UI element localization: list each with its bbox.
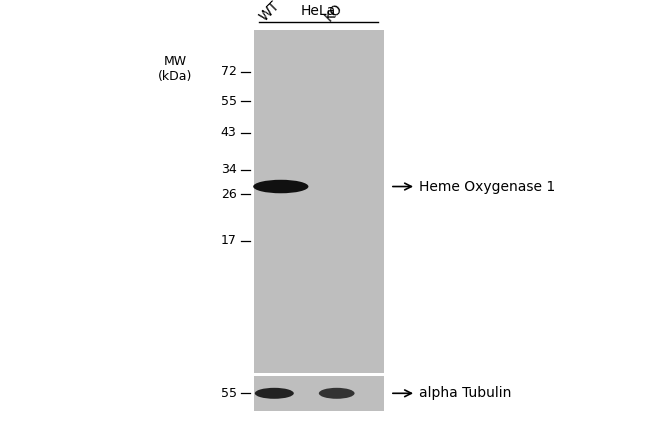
Text: HeLa: HeLa bbox=[301, 4, 336, 18]
Text: Heme Oxygenase 1: Heme Oxygenase 1 bbox=[419, 179, 556, 194]
Text: 72: 72 bbox=[221, 65, 237, 78]
Ellipse shape bbox=[254, 180, 309, 193]
Text: KO: KO bbox=[322, 0, 345, 24]
Text: 17: 17 bbox=[221, 234, 237, 247]
Ellipse shape bbox=[255, 388, 294, 399]
Text: 43: 43 bbox=[221, 127, 237, 139]
Bar bbox=[254, 376, 384, 411]
Ellipse shape bbox=[318, 388, 355, 399]
Text: 26: 26 bbox=[221, 188, 237, 200]
Text: 34: 34 bbox=[221, 163, 237, 176]
Text: WT: WT bbox=[257, 0, 282, 24]
Bar bbox=[254, 30, 384, 373]
Text: 55: 55 bbox=[220, 95, 237, 108]
Text: alpha Tubulin: alpha Tubulin bbox=[419, 386, 512, 400]
Text: 55: 55 bbox=[220, 387, 237, 400]
Text: MW
(kDa): MW (kDa) bbox=[159, 55, 192, 83]
